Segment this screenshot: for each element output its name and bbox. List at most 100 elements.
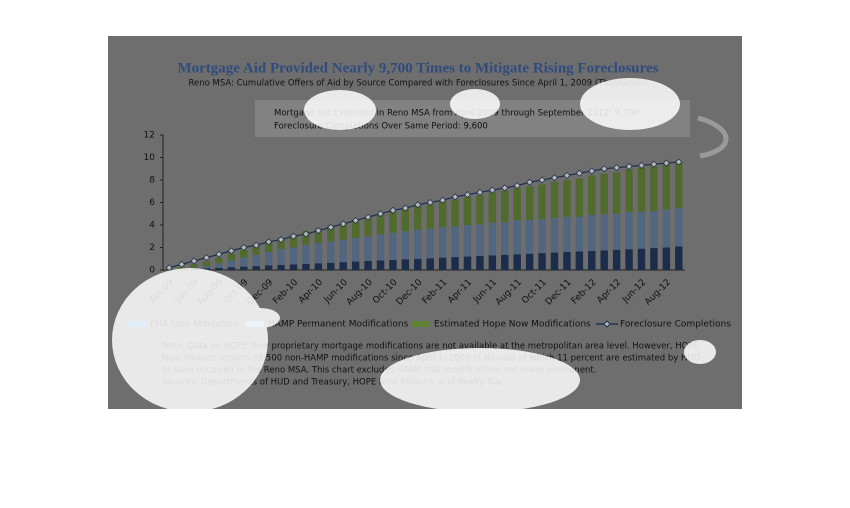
bar [513,220,521,255]
bar [277,264,285,270]
bar [277,249,285,265]
bar [240,257,248,267]
bar [488,255,497,270]
bar [202,266,211,269]
bar [588,175,596,215]
bar [476,224,484,256]
blob [684,340,716,364]
bar [426,204,434,229]
blob [304,90,376,130]
bar [637,248,646,270]
marker [613,164,621,172]
chart-subtitle: Reno MSA: Cumulative Offers of Aid by So… [188,79,647,89]
bar [575,216,584,252]
blob [112,268,268,412]
bar [252,254,260,267]
marker [376,210,385,218]
bar [476,195,484,225]
bar [650,210,658,249]
bar [600,250,608,270]
bar [401,208,410,232]
bar [376,214,385,235]
marker [240,243,248,252]
bar [438,201,447,228]
bar [476,255,484,270]
bar [675,208,683,247]
bar [277,237,285,250]
marker [439,196,447,204]
marker [588,167,596,175]
bar [302,263,310,270]
bar [264,252,273,266]
bar [339,262,347,270]
marker [414,201,422,209]
bar [451,226,459,258]
bar [401,259,410,270]
bar [662,247,671,270]
bar [202,268,211,270]
marker [550,174,559,182]
bar [550,217,559,253]
bar [215,257,223,264]
blob [580,78,680,130]
y-tick-label: 12 [144,131,155,141]
bar [376,234,385,261]
bar [227,253,236,261]
marker [426,198,434,207]
bar [414,229,422,259]
bar [227,260,236,268]
marker [302,230,310,238]
marker [526,178,534,186]
bar [327,225,335,242]
legend-swatch [603,320,611,328]
bar [351,237,360,262]
marker [637,161,646,169]
bar [675,246,683,270]
bar [463,256,472,270]
bar [401,231,410,260]
bar [612,249,621,270]
bar [501,254,509,270]
chart-title: Mortgage Aid Provided Nearly 9,700 Times… [177,60,658,76]
bar [513,187,521,221]
marker [662,159,670,167]
bar [240,249,248,258]
bar [438,227,447,258]
bar [675,160,683,209]
marker [488,186,496,194]
marker [451,193,459,201]
bar [252,266,260,270]
marker [650,160,658,168]
annotation: Foreclosure Completions Over Same Period… [274,122,488,132]
bar [389,211,397,233]
bar [314,243,323,264]
marker [178,260,186,268]
bar [488,222,497,256]
marker [215,250,223,258]
bar [264,265,273,270]
marker [463,191,472,199]
bar [240,266,248,270]
marker [190,257,198,265]
marker [501,184,509,192]
bar [227,267,236,270]
bar [252,245,260,255]
y-tick-label: 6 [149,198,155,208]
marker [339,220,347,228]
y-tick-label: 4 [149,221,155,231]
bar [289,235,298,248]
marker [600,165,608,173]
bar [364,217,372,237]
bar [215,267,223,270]
blob [240,308,280,328]
bar [215,263,223,268]
annotation-arrow [697,115,729,159]
bar [637,167,646,212]
bar [612,213,621,250]
bar [190,264,198,268]
blob [450,89,500,119]
bar [302,244,310,264]
bar [327,262,335,270]
bar [563,217,571,252]
